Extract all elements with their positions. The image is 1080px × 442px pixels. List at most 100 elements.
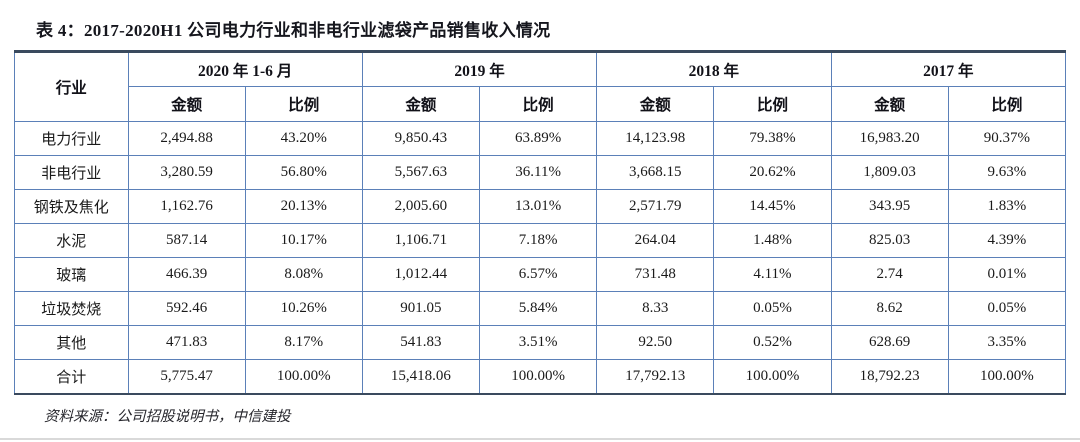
ratio-cell: 63.89%	[479, 121, 598, 156]
ratio-cell: 3.35%	[947, 325, 1067, 360]
amount-cell: 628.69	[830, 325, 949, 360]
ratio-cell: 9.63%	[947, 155, 1067, 190]
period-header-2018: 2018 年	[596, 51, 832, 87]
amount-cell: 1,162.76	[127, 189, 246, 224]
table-title: 表 4：2017-2020H1 公司电力行业和非电行业滤袋产品销售收入情况	[36, 21, 551, 40]
industry-cell: 电力行业	[14, 121, 129, 156]
amount-cell: 16,983.20	[830, 121, 949, 156]
amount-cell: 587.14	[127, 223, 246, 258]
amount-cell: 2,571.79	[596, 189, 715, 224]
period-header-2019: 2019 年	[361, 51, 598, 87]
ratio-cell: 0.05%	[947, 291, 1067, 326]
ratio-cell: 20.62%	[713, 155, 832, 190]
amount-cell: 731.48	[596, 257, 715, 292]
table-row-cement: 水泥 587.14 10.17% 1,106.71 7.18% 264.04 1…	[14, 223, 1067, 258]
amount-cell: 541.83	[361, 325, 481, 360]
amount-cell: 3,280.59	[127, 155, 246, 190]
ratio-cell: 90.37%	[947, 121, 1067, 156]
ratio-cell: 56.80%	[244, 155, 363, 190]
amount-cell: 5,567.63	[361, 155, 481, 190]
sub-header-row: 金额 比例 金额 比例 金额 比例 金额 比例	[15, 86, 1067, 122]
amount-cell: 2,005.60	[361, 189, 481, 224]
industry-cell: 其他	[14, 325, 129, 360]
ratio-header: 比例	[244, 86, 363, 122]
industry-cell: 钢铁及焦化	[14, 189, 129, 224]
period-header-2017: 2017 年	[830, 51, 1067, 87]
ratio-cell: 0.01%	[947, 257, 1067, 292]
amount-cell: 8.62	[830, 291, 949, 326]
amount-cell: 9,850.43	[361, 121, 481, 156]
amount-cell: 5,775.47	[127, 359, 246, 394]
amount-cell: 825.03	[830, 223, 949, 258]
amount-cell: 14,123.98	[596, 121, 715, 156]
table-row-steel-coking: 钢铁及焦化 1,162.76 20.13% 2,005.60 13.01% 2,…	[14, 189, 1067, 224]
ratio-cell: 1.48%	[713, 223, 832, 258]
amount-cell: 343.95	[830, 189, 949, 224]
amount-cell: 466.39	[127, 257, 246, 292]
ratio-cell: 43.20%	[244, 121, 363, 156]
ratio-cell: 5.84%	[479, 291, 598, 326]
table-row-waste-incineration: 垃圾焚烧 592.46 10.26% 901.05 5.84% 8.33 0.0…	[14, 291, 1067, 326]
ratio-cell: 7.18%	[479, 223, 598, 258]
amount-cell: 1,809.03	[830, 155, 949, 190]
table-row-nonpower: 非电行业 3,280.59 56.80% 5,567.63 36.11% 3,6…	[14, 155, 1067, 190]
ratio-cell: 100.00%	[479, 359, 598, 394]
ratio-cell: 100.00%	[244, 359, 363, 394]
amount-cell: 3,668.15	[596, 155, 715, 190]
industry-cell: 水泥	[14, 223, 129, 258]
industry-column-header: 行业	[14, 51, 129, 122]
source-note: 资料来源：公司招股说明书，中信建投	[44, 408, 291, 425]
amount-cell: 264.04	[596, 223, 715, 258]
ratio-cell: 0.05%	[713, 291, 832, 326]
bottom-divider	[0, 438, 1080, 440]
ratio-cell: 20.13%	[244, 189, 363, 224]
ratio-cell: 1.83%	[947, 189, 1067, 224]
amount-cell: 1,012.44	[361, 257, 481, 292]
ratio-cell: 79.38%	[713, 121, 832, 156]
industry-cell: 玻璃	[14, 257, 129, 292]
amount-cell: 17,792.13	[596, 359, 715, 394]
ratio-cell: 8.17%	[244, 325, 363, 360]
ratio-cell: 100.00%	[713, 359, 832, 394]
ratio-cell: 13.01%	[479, 189, 598, 224]
table-row-total: 合计 5,775.47 100.00% 15,418.06 100.00% 17…	[14, 359, 1067, 394]
ratio-cell: 6.57%	[479, 257, 598, 292]
ratio-cell: 4.39%	[947, 223, 1067, 258]
amount-cell: 8.33	[596, 291, 715, 326]
ratio-header: 比例	[947, 86, 1067, 122]
ratio-cell: 4.11%	[713, 257, 832, 292]
ratio-cell: 0.52%	[713, 325, 832, 360]
ratio-cell: 10.17%	[244, 223, 363, 258]
amount-cell: 18,792.23	[830, 359, 949, 394]
table-row-glass: 玻璃 466.39 8.08% 1,012.44 6.57% 731.48 4.…	[14, 257, 1067, 292]
ratio-cell: 10.26%	[244, 291, 363, 326]
amount-cell: 15,418.06	[361, 359, 481, 394]
ratio-cell: 14.45%	[713, 189, 832, 224]
amount-header: 金额	[127, 86, 246, 122]
amount-cell: 2,494.88	[127, 121, 246, 156]
industry-cell: 垃圾焚烧	[14, 291, 129, 326]
industry-cell: 合计	[14, 359, 129, 394]
amount-cell: 592.46	[127, 291, 246, 326]
amount-cell: 471.83	[127, 325, 246, 360]
ratio-header: 比例	[479, 86, 598, 122]
amount-cell: 92.50	[596, 325, 715, 360]
amount-header: 金额	[596, 86, 715, 122]
ratio-cell: 8.08%	[244, 257, 363, 292]
table-row-other: 其他 471.83 8.17% 541.83 3.51% 92.50 0.52%…	[14, 325, 1067, 360]
period-header-2020h1: 2020 年 1-6 月	[127, 51, 363, 87]
ratio-cell: 3.51%	[479, 325, 598, 360]
amount-header: 金额	[830, 86, 949, 122]
industry-cell: 非电行业	[14, 155, 129, 190]
amount-cell: 901.05	[361, 291, 481, 326]
table-row-power: 电力行业 2,494.88 43.20% 9,850.43 63.89% 14,…	[14, 121, 1067, 156]
ratio-cell: 36.11%	[479, 155, 598, 190]
sales-revenue-table: 行业 2020 年 1-6 月 2019 年 2018 年 2017 年 金额 …	[14, 50, 1067, 395]
amount-cell: 1,106.71	[361, 223, 481, 258]
ratio-header: 比例	[713, 86, 832, 122]
period-header-row: 行业 2020 年 1-6 月 2019 年 2018 年 2017 年	[14, 51, 1067, 122]
amount-header: 金额	[361, 86, 481, 122]
amount-cell: 2.74	[830, 257, 949, 292]
ratio-cell: 100.00%	[947, 359, 1067, 394]
